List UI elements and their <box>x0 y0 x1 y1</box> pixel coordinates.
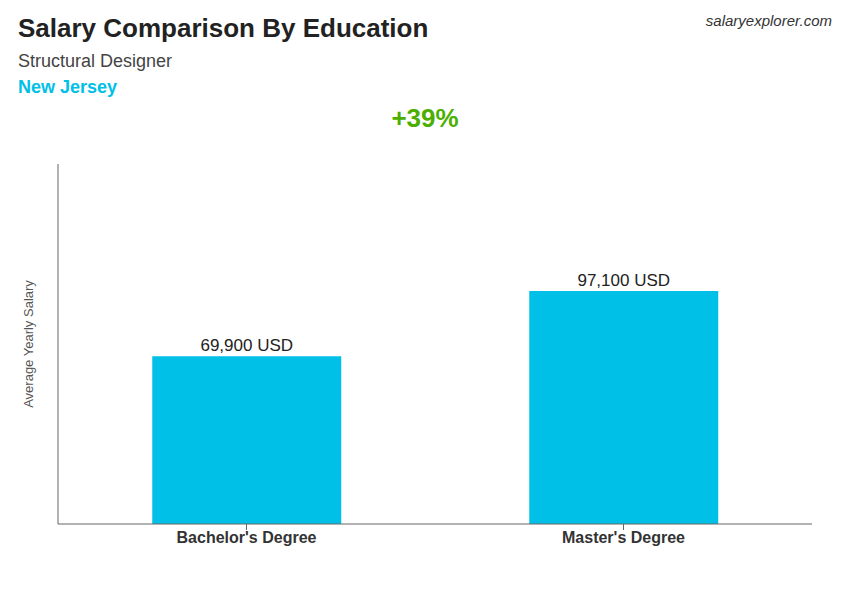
svg-text:Bachelor's Degree: Bachelor's Degree <box>177 529 317 546</box>
html-text:Structural Designer: Structural Designer <box>18 51 173 71</box>
svg-text:97,100 USD: 97,100 USD <box>577 271 670 290</box>
svg-text:Average Yearly Salary: Average Yearly Salary <box>21 280 36 408</box>
html-text:Salary Comparison By Education: Salary Comparison By Education <box>18 13 429 43</box>
html-text:+39%: +39% <box>391 103 459 133</box>
html-text:New Jersey: New Jersey <box>18 77 118 97</box>
svg-text:Master's Degree: Master's Degree <box>562 529 685 546</box>
svg-text:69,900 USD: 69,900 USD <box>200 336 293 355</box>
html-text:salaryexplorer.com: salaryexplorer.com <box>705 12 832 29</box>
